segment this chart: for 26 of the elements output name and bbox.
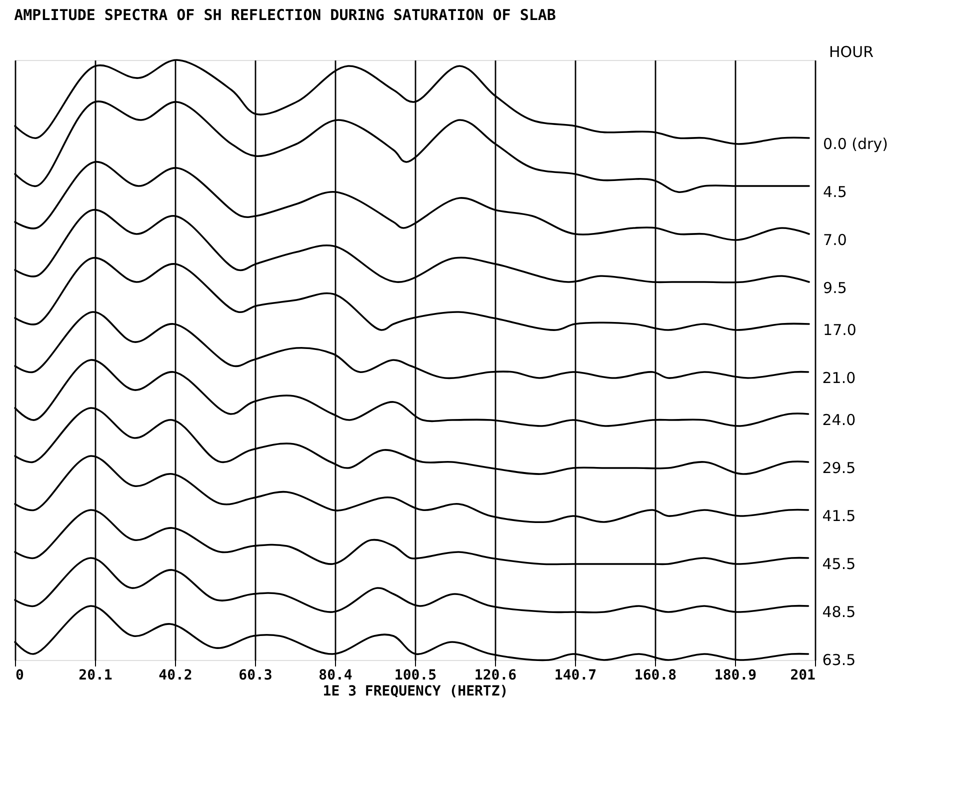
series-label: 48.5: [822, 603, 856, 621]
series-label: 7.0: [823, 231, 847, 249]
x-tick-label: 140.7: [554, 668, 597, 684]
legend-title: HOUR: [829, 43, 874, 61]
chart-title: AMPLITUDE SPECTRA OF SH REFLECTION DURING SATURATION OF SLAB: [14, 6, 556, 24]
series-label: 0.0 (dry): [823, 135, 888, 153]
x-tick-label: 80.4: [318, 668, 352, 684]
x-tick-label: 201: [790, 668, 816, 684]
x-axis-title: 1E 3 FREQUENCY (HERTZ): [322, 684, 508, 700]
x-tick-label: 120.6: [474, 668, 517, 684]
x-tick-label: 180.9: [714, 668, 757, 684]
x-tick-label: 20.1: [78, 668, 112, 684]
x-tick-label: 40.2: [158, 668, 192, 684]
series-label: 63.5: [822, 651, 856, 669]
series-label: 17.0: [823, 321, 856, 339]
series-label: 9.5: [823, 279, 847, 297]
x-tick-label: 60.3: [238, 668, 272, 684]
series-label: 29.5: [822, 459, 856, 477]
x-tick-label: 160.8: [634, 668, 677, 684]
series-label: 41.5: [822, 507, 856, 525]
series-label: 4.5: [823, 183, 847, 201]
series-label: 24.0: [822, 411, 856, 429]
series-label: 21.0: [822, 369, 856, 387]
x-tick-label: 100.5: [394, 668, 437, 684]
x-tick-label: 0: [16, 668, 24, 684]
series-label: 45.5: [822, 555, 856, 573]
